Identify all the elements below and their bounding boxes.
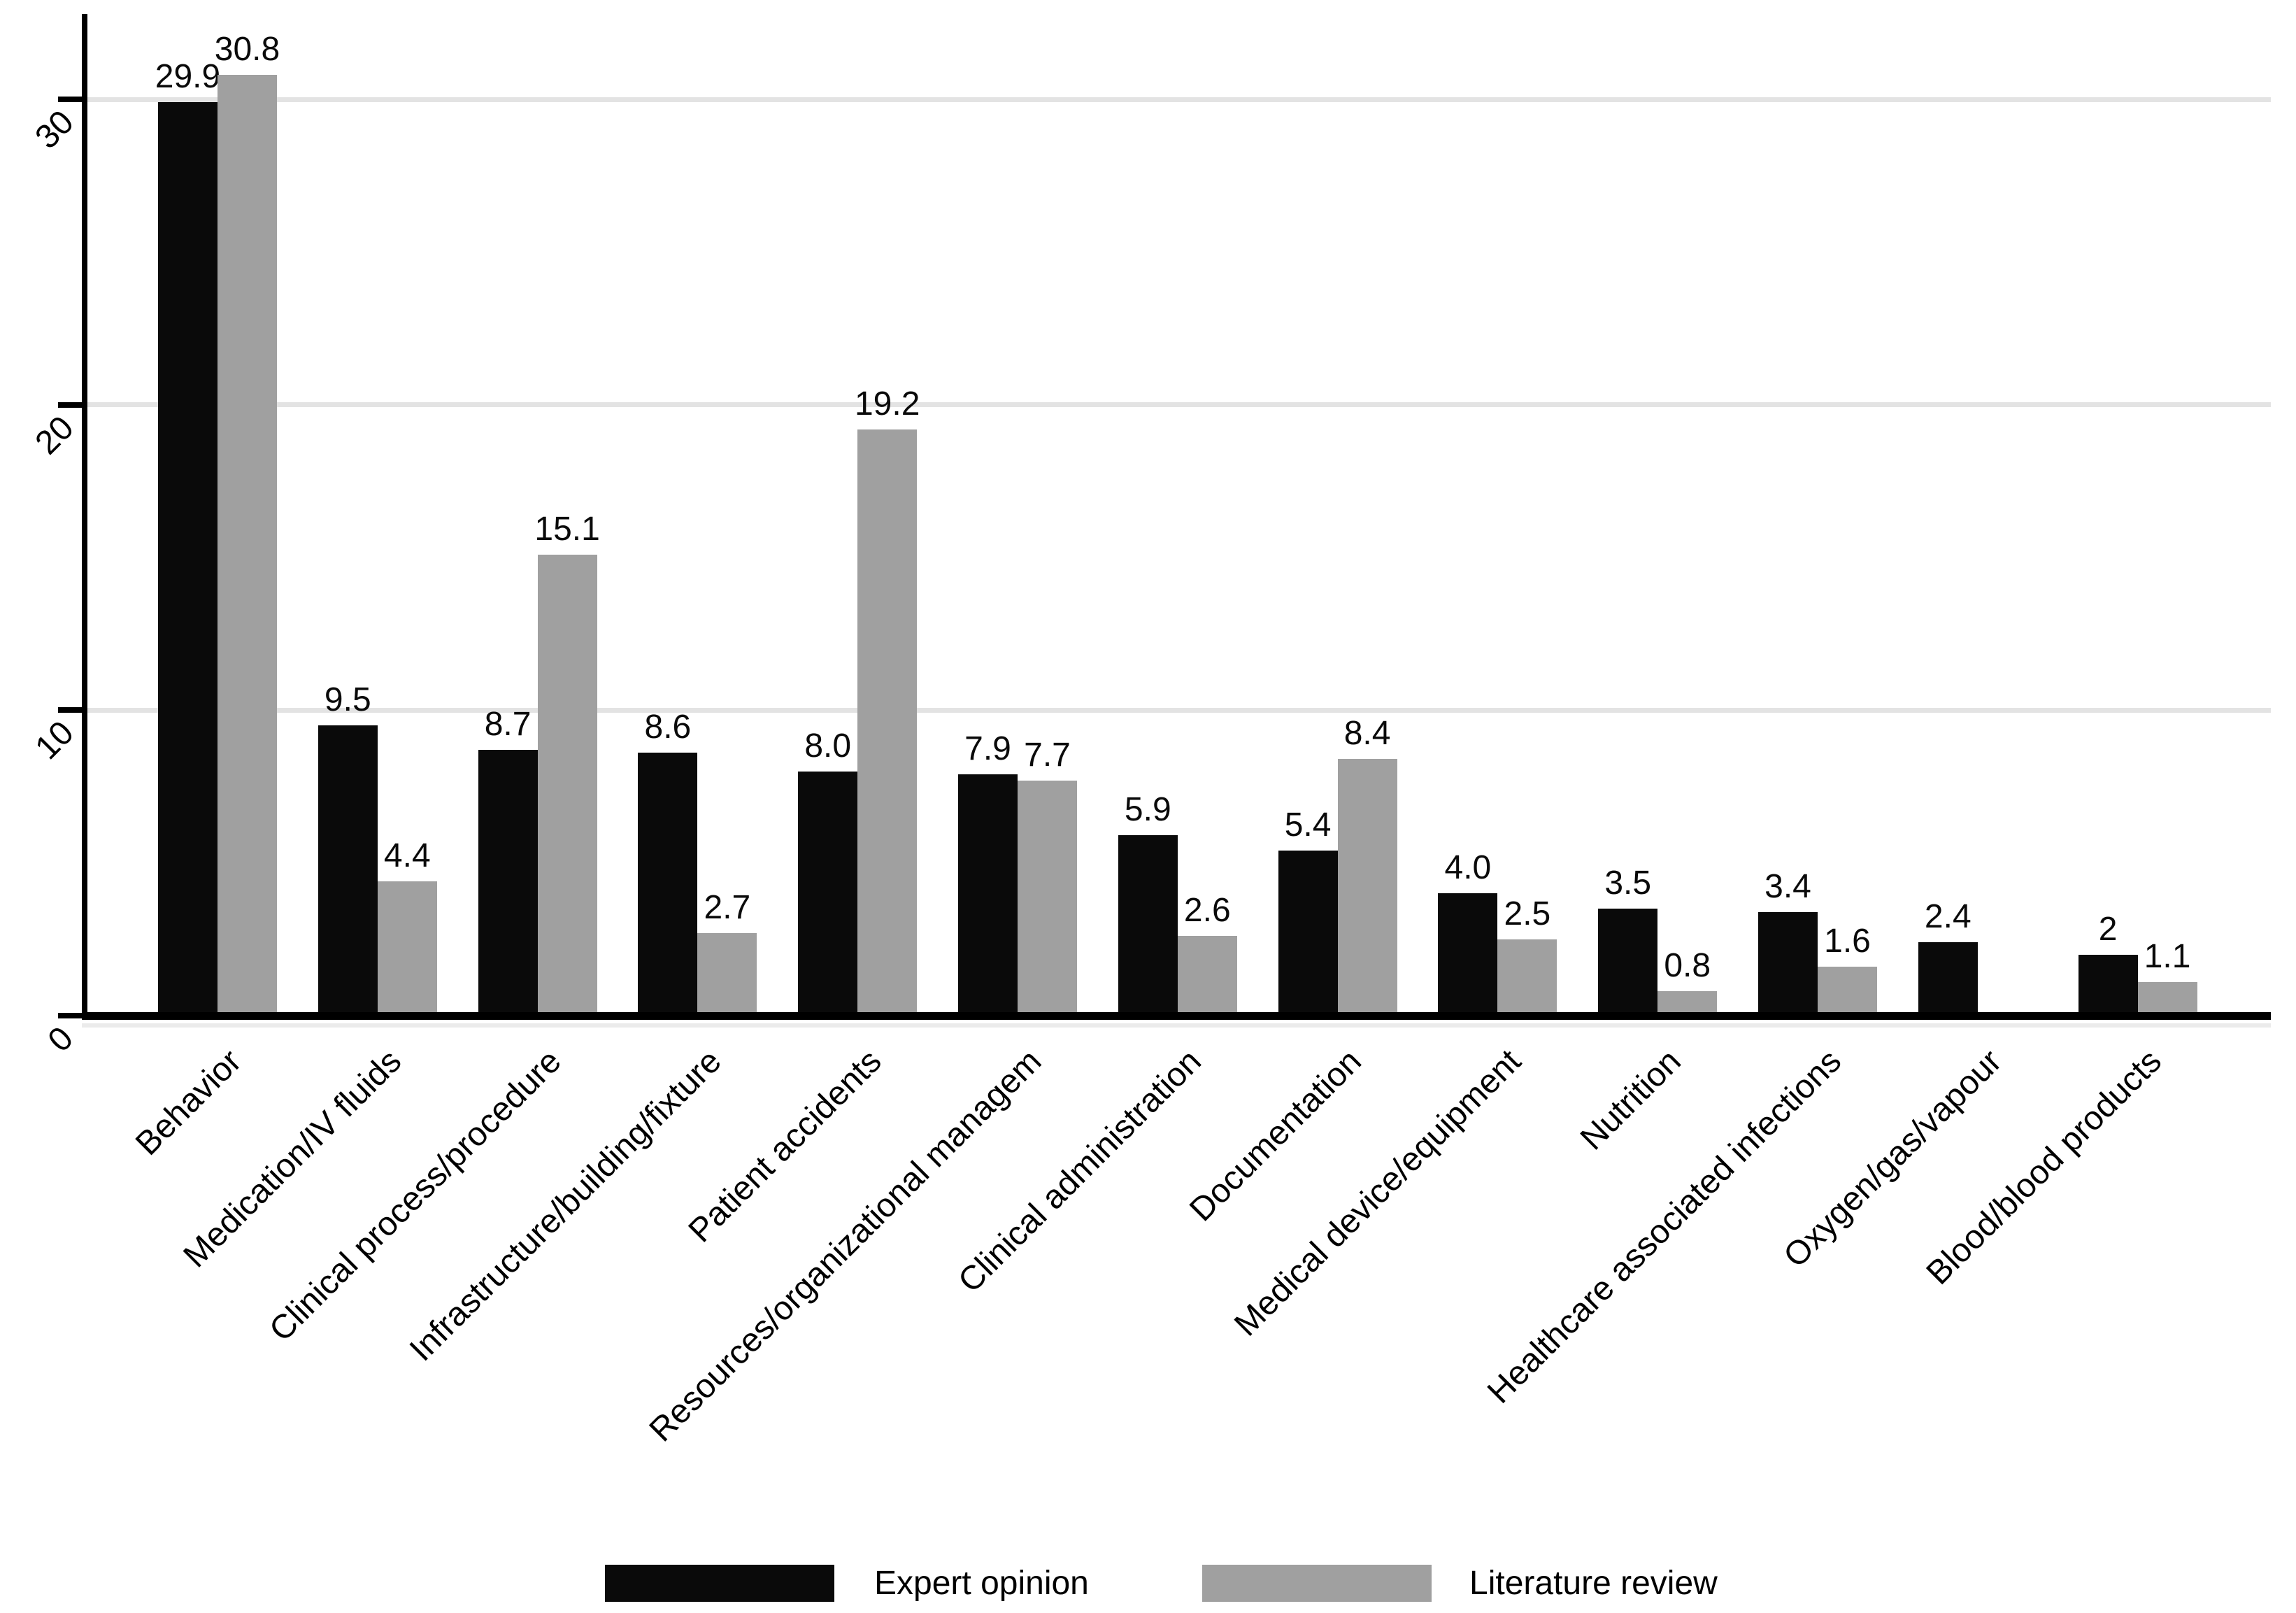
bar-literature-review	[537, 554, 597, 1018]
y-tick-0	[58, 1013, 82, 1018]
value-label: 8.6	[644, 709, 692, 746]
bar-expert-opinion	[958, 774, 1018, 1018]
value-label: 29.9	[155, 58, 221, 96]
value-label: 7.7	[1024, 736, 1071, 774]
y-axis-line	[82, 14, 87, 1019]
bar-literature-review	[377, 881, 437, 1018]
y-tick-10	[58, 707, 82, 713]
value-label: 8.7	[484, 706, 532, 744]
value-label: 5.9	[1124, 791, 1171, 829]
value-label: 19.2	[854, 385, 920, 422]
value-label: 5.4	[1284, 806, 1332, 844]
bar-literature-review	[697, 933, 757, 1018]
bar-expert-opinion	[638, 753, 698, 1018]
value-label: 2.7	[704, 889, 751, 927]
legend-swatch-expert-opinion	[605, 1565, 834, 1602]
gridline-30	[87, 97, 2271, 102]
value-label: 3.5	[1604, 865, 1652, 902]
bar-expert-opinion	[318, 725, 378, 1018]
bar-expert-opinion	[478, 750, 538, 1018]
value-label: 1.6	[1824, 923, 1871, 960]
y-tick-20	[58, 402, 82, 408]
value-label: 15.1	[534, 510, 600, 548]
value-label: 8.0	[804, 727, 852, 765]
bar-literature-review	[1337, 759, 1397, 1018]
value-label: 30.8	[214, 31, 280, 69]
bar-literature-review	[1497, 939, 1557, 1018]
value-label: 1.1	[2144, 937, 2191, 975]
x-axis-line	[82, 1012, 2271, 1020]
value-label: 2.6	[1183, 892, 1231, 930]
value-label: 8.4	[1343, 715, 1391, 753]
legend-label-expert-opinion: Expert opinion	[874, 1565, 1089, 1602]
value-label: 4.4	[383, 837, 431, 874]
value-label: 0.8	[1664, 947, 1711, 985]
legend-swatch-literature-review	[1202, 1565, 1432, 1602]
value-label: 3.4	[1764, 867, 1811, 905]
x-axis-shadow	[82, 1023, 2271, 1028]
bar-expert-opinion	[1118, 835, 1178, 1018]
bar-expert-opinion	[1278, 851, 1338, 1018]
bar-literature-review	[1018, 780, 1077, 1018]
value-label: 2.5	[1504, 895, 1551, 932]
value-label: 7.9	[964, 730, 1011, 768]
bar-expert-opinion	[1918, 942, 1978, 1018]
gridline-20	[87, 402, 2271, 408]
legend-label-literature-review: Literature review	[1469, 1565, 1718, 1602]
value-label: 2.4	[1924, 898, 1971, 936]
y-tick-30	[58, 97, 82, 103]
value-label: 9.5	[324, 681, 371, 719]
bar-literature-review	[857, 429, 918, 1018]
bar-literature-review	[1818, 967, 1877, 1018]
value-label: 4.0	[1444, 849, 1492, 887]
value-label: 2	[2098, 910, 2118, 948]
bar-expert-opinion	[1598, 909, 1658, 1018]
bar-literature-review	[1177, 936, 1237, 1018]
bar-expert-opinion	[798, 771, 858, 1018]
gridline-10	[87, 707, 2271, 713]
bar-expert-opinion	[1438, 893, 1498, 1018]
bar-expert-opinion	[158, 102, 218, 1018]
bar-expert-opinion	[1758, 911, 1818, 1018]
bar-expert-opinion	[2078, 954, 2138, 1018]
bar-literature-review	[218, 75, 277, 1018]
